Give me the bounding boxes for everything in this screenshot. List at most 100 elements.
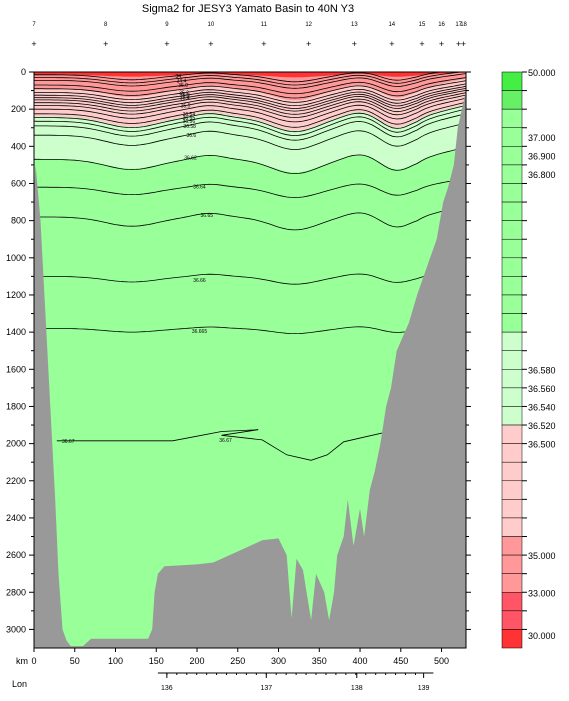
colorbar-box (501, 257, 523, 277)
isopycnal-line (34, 72, 444, 83)
station-number: 18 (460, 22, 467, 28)
contour-label: 36.56 (183, 119, 196, 125)
contour-label: 35.0 (178, 83, 188, 89)
isopycnal-line (34, 97, 466, 123)
station-number: 16 (438, 22, 445, 28)
colorbar-label: 37.000 (528, 133, 556, 143)
contour-label: 36.64 (193, 184, 206, 190)
lon-tick-label: 137 (260, 685, 272, 692)
colorbar-box (501, 480, 523, 500)
isopycnal-line (34, 77, 466, 95)
contour-label: 35.5 (181, 103, 191, 109)
y-tick-label: 1000 (6, 253, 26, 263)
x-tick-label: 400 (353, 656, 368, 666)
isopycnal-line (56, 429, 393, 461)
station-number: 9 (165, 22, 169, 28)
colorbar-box (501, 424, 523, 444)
colorbar-box (501, 294, 523, 314)
isopycnal-line (34, 72, 463, 86)
contour-label: 36.58 (183, 124, 196, 130)
colorbar-box (501, 164, 523, 184)
colorbar-box (501, 220, 523, 240)
colorbar-box (501, 499, 523, 519)
colorbar-label: 36.500 (528, 440, 556, 450)
colorbar-box (501, 629, 523, 649)
axes: 0200400600800100012001400160018002000220… (6, 67, 471, 692)
station-number: 10 (208, 22, 215, 28)
x-tick-label: 150 (149, 656, 164, 666)
contour-label: 36.665 (192, 329, 208, 335)
x-tick-label: 450 (393, 656, 408, 666)
colorbar-box (501, 108, 523, 128)
y-tick-label: 1800 (6, 401, 26, 411)
x-tick-label: 50 (70, 656, 80, 666)
plot-area: 3434.435.035.235.335.435.536.5436.5536.5… (34, 72, 466, 648)
colorbar-box (501, 331, 523, 351)
station-marker: + (389, 39, 394, 49)
y-tick-label: 800 (11, 216, 26, 226)
y-tick-label: 1600 (6, 364, 26, 374)
isopycnal-line (34, 88, 466, 109)
contour-label: 35.3 (180, 93, 190, 99)
colorbar-box (501, 276, 523, 296)
x-axis-label: km (16, 656, 28, 666)
isopycnal-line (34, 94, 466, 119)
colorbar-box (501, 90, 523, 110)
x-tick-label: 350 (312, 656, 327, 666)
x-tick-label: 300 (271, 656, 286, 666)
colorbar-label: 36.800 (528, 170, 556, 180)
isopycnal-line (34, 105, 466, 133)
y-tick-label: 400 (11, 141, 26, 151)
upper-layer-fill (34, 73, 466, 101)
station-number: 12 (305, 22, 312, 28)
isopycnal-line (34, 269, 466, 285)
colorbar-box (501, 554, 523, 574)
colorbar-box (501, 146, 523, 166)
station-marker: + (164, 39, 169, 49)
y-tick-label: 600 (11, 178, 26, 188)
contour-label: 34.4 (177, 78, 187, 84)
x-tick-label: 250 (230, 656, 245, 666)
isopycnal-line (34, 205, 466, 231)
isopycnal-line (34, 101, 466, 128)
station-marker: + (261, 39, 266, 49)
contour-label: 36.66 (193, 278, 206, 284)
y-tick-label: 1400 (6, 327, 26, 337)
isopycnal-line (34, 177, 466, 199)
x-tick-label: 500 (434, 656, 449, 666)
station-marker: + (419, 39, 424, 49)
station-marker: + (352, 39, 357, 49)
contour-label: 36.6 (186, 133, 196, 139)
station-number: 17 (455, 22, 462, 28)
colorbar-box (501, 238, 523, 259)
colorbar-label: 36.580 (528, 365, 556, 375)
isopycnal-line (34, 92, 466, 115)
station-number: 14 (388, 22, 395, 28)
colorbar-box (501, 406, 523, 426)
y-tick-label: 200 (11, 104, 26, 114)
colorbar-label: 36.900 (528, 152, 556, 162)
contour-label: 36.54 (183, 112, 196, 118)
colorbar-label: 30.000 (528, 631, 556, 641)
station-number: 11 (261, 22, 268, 28)
colorbar-box (501, 387, 523, 407)
colorbar-box (501, 313, 523, 333)
isopycnal-line (34, 73, 466, 89)
colorbar-box (501, 127, 523, 147)
y-tick-label: 1200 (6, 290, 26, 300)
station-number: 7 (32, 22, 36, 28)
lon-tick-label: 139 (418, 685, 430, 692)
colorbar-box (501, 536, 523, 556)
contour-label: 36.62 (184, 155, 197, 161)
y-tick-label: 2800 (6, 587, 26, 597)
y-tick-label: 2000 (6, 439, 26, 449)
colorbar-label: 36.560 (528, 384, 556, 394)
colorbar-box (501, 183, 523, 203)
station-marker: + (31, 39, 36, 49)
colorbar-box (501, 201, 523, 221)
colorbar-box (501, 573, 523, 593)
station-markers: 7 +8 +9 +10 +11 +12 +13 +14 +15 +16 +17 +18 + (31, 22, 467, 49)
station-number: 8 (104, 22, 108, 28)
isopycnal-line (34, 85, 466, 107)
